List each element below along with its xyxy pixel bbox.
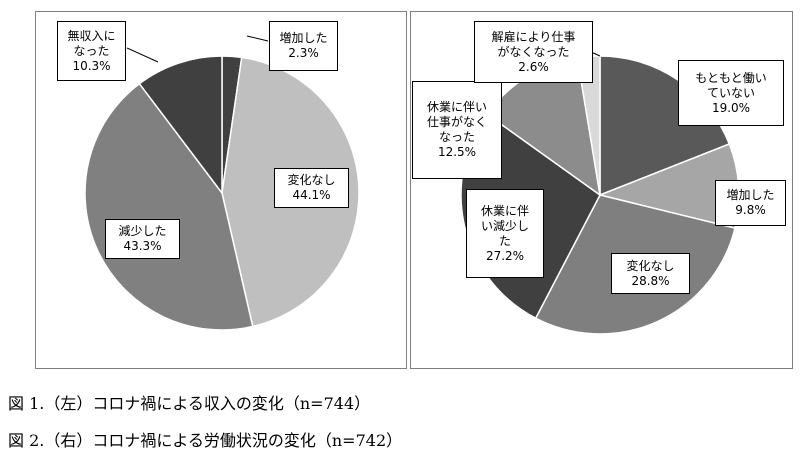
slice-category-label: 解雇により仕事 がなくなった: [491, 29, 576, 59]
slice-value-label: 10.3%: [72, 58, 111, 73]
slice-value-label: 19.0%: [711, 100, 751, 115]
slice-value-label: 44.1%: [292, 188, 331, 202]
slice-data-label: もともと働い ていない 19.0%: [678, 60, 784, 126]
slice-value-label: 12.5%: [437, 145, 477, 159]
leader-line: [246, 35, 269, 42]
slice-data-label: 変化なし 28.8%: [611, 253, 690, 294]
slice-data-label: 解雇により仕事 がなくなった 2.6%: [474, 21, 593, 83]
pie-slice: [138, 55, 223, 196]
leader-line: [126, 47, 159, 63]
slice-category-label: 減少した: [118, 224, 167, 238]
pie-slice: [84, 82, 254, 331]
slice-value-label: 2.3%: [288, 46, 319, 60]
slice-value-label: 43.3%: [123, 239, 162, 253]
slice-category-label: 増加した: [279, 31, 328, 45]
figure-caption-2: 図 2.（右）コロナ禍による労働状況の変化（n=742）: [8, 431, 403, 450]
chart-panel-work-status: もともと働い ていない 19.0% 増加した 9.8% 変化なし 28.8% 休業に伴 い減…: [410, 11, 793, 369]
slice-data-label: 増加した 9.8%: [715, 180, 786, 226]
slice-value-label: 28.8%: [631, 273, 670, 288]
chart-panel-income: 増加した 2.3% 変化なし 44.1% 減少した 43.3% 無収入に なった 10.3%: [35, 11, 407, 369]
slice-data-label: 無収入に なった 10.3%: [57, 21, 126, 81]
slice-data-label: 減少した 43.3%: [105, 219, 180, 259]
slice-category-label: もともと働い ていない: [695, 70, 767, 100]
slice-data-label: 休業に伴 い減少し た 27.2%: [466, 189, 544, 278]
slice-data-label: 変化なし 44.1%: [274, 168, 349, 208]
slice-value-label: 9.8%: [735, 203, 766, 217]
slice-category-label: 無収入に なった: [67, 28, 116, 58]
slice-category-label: 変化なし: [626, 258, 675, 273]
slice-value-label: 2.6%: [518, 59, 549, 74]
figure-caption-1: 図 1.（左）コロナ禍による収入の変化（n=744）: [8, 394, 371, 413]
slice-data-label: 増加した 2.3%: [269, 21, 338, 71]
slice-data-label: 休業に伴い 仕事がなく なった 12.5%: [412, 81, 502, 179]
slice-value-label: 27.2%: [485, 248, 525, 263]
slice-category-label: 休業に伴 い減少し た: [480, 203, 529, 248]
slice-category-label: 増加した: [726, 188, 775, 202]
slice-category-label: 変化なし: [287, 173, 336, 187]
slice-category-label: 休業に伴い 仕事がなく なった: [426, 100, 487, 144]
